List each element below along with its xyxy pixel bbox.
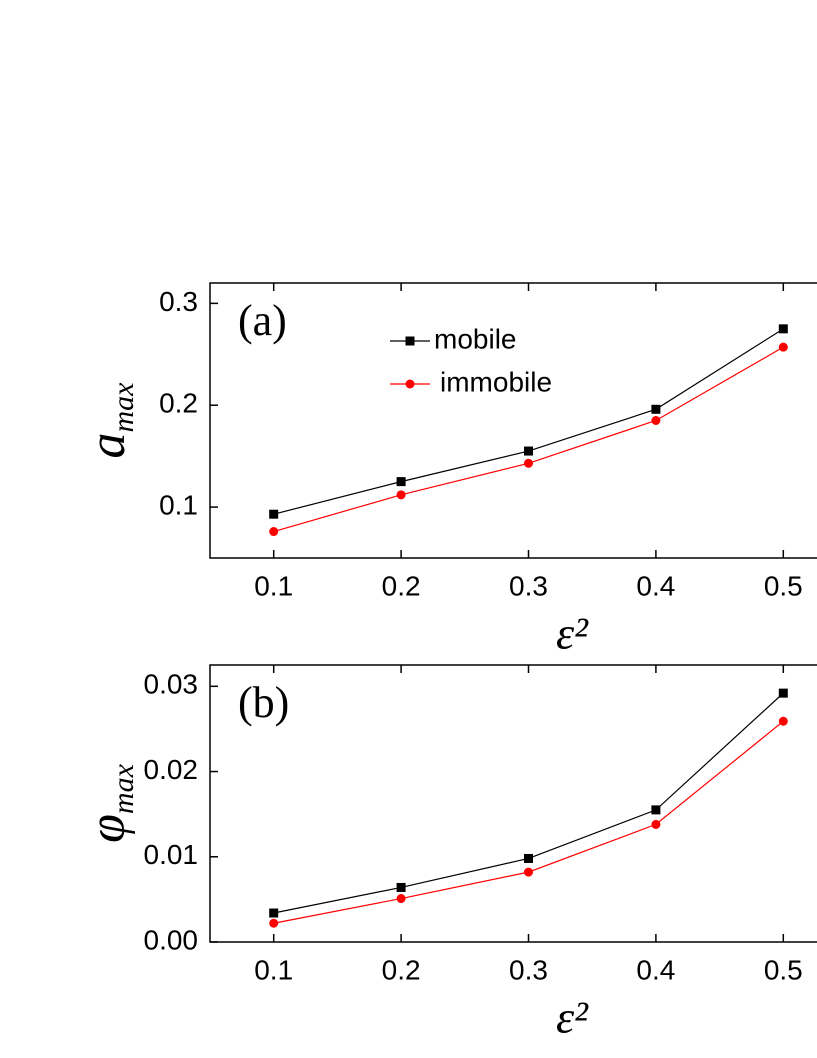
series-line xyxy=(273,692,784,914)
x-tick-label: 0.5 xyxy=(764,954,803,985)
x-tick-label: 0.4 xyxy=(636,954,675,985)
y-axis-label-main: φ xyxy=(79,814,136,843)
marker xyxy=(778,342,788,352)
marker xyxy=(651,805,661,815)
y-tick-label: 0.01 xyxy=(144,839,199,870)
marker xyxy=(269,509,279,519)
x-tick-label: 0.3 xyxy=(509,954,548,985)
y-axis-label-sub: max xyxy=(107,763,140,814)
marker xyxy=(524,446,533,456)
marker xyxy=(524,853,533,863)
y-tick-label: 0.02 xyxy=(144,754,199,785)
marker xyxy=(778,716,788,726)
legend-label: immobile xyxy=(440,366,552,397)
marker xyxy=(396,894,406,904)
x-tick-label: 0.1 xyxy=(254,954,293,985)
y-axis-label-main: a xyxy=(79,432,136,458)
marker xyxy=(524,867,533,877)
marker xyxy=(405,379,415,389)
marker xyxy=(778,688,788,698)
marker xyxy=(778,324,788,334)
x-tick-label: 0.3 xyxy=(509,570,548,601)
x-tick-label: 0.5 xyxy=(764,570,803,601)
x-axis-label: ε² xyxy=(556,992,589,1043)
y-tick-label: 0.3 xyxy=(159,286,198,317)
x-tick-label: 0.1 xyxy=(254,570,293,601)
marker xyxy=(405,336,415,346)
marker xyxy=(524,458,533,468)
y-axis-label: amax xyxy=(79,382,140,459)
marker xyxy=(651,416,661,425)
marker xyxy=(651,404,661,414)
x-tick-label: 0.2 xyxy=(382,954,421,985)
legend-label: mobile xyxy=(434,323,516,354)
y-tick-label: 0.03 xyxy=(144,669,199,700)
marker xyxy=(269,908,279,918)
panel-label: (b) xyxy=(238,678,289,727)
series-line xyxy=(273,720,784,924)
marker xyxy=(396,882,406,892)
y-axis-label: φmax xyxy=(79,763,140,842)
y-axis-label-sub: max xyxy=(107,382,140,433)
series-line xyxy=(273,328,784,515)
marker xyxy=(651,819,661,829)
marker xyxy=(269,527,279,537)
y-tick-label: 0.2 xyxy=(159,388,198,419)
x-axis-label: ε² xyxy=(556,608,589,659)
x-tick-label: 0.2 xyxy=(382,570,421,601)
x-tick-label: 0.4 xyxy=(636,570,675,601)
marker xyxy=(269,918,279,928)
y-tick-label: 0.1 xyxy=(159,489,198,520)
axis-frame xyxy=(209,664,817,943)
panel-label: (a) xyxy=(238,296,287,345)
marker xyxy=(396,490,406,500)
y-tick-label: 0.00 xyxy=(144,924,199,955)
marker xyxy=(396,477,406,487)
